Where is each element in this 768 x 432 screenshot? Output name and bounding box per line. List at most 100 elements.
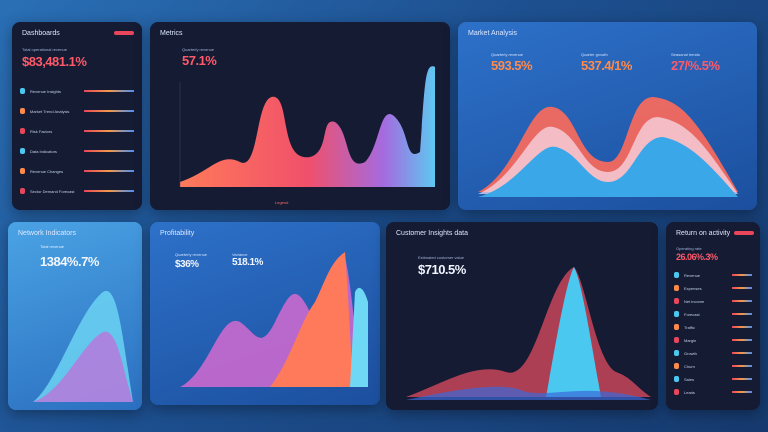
kpi-value: 537.4/1% <box>581 58 632 73</box>
progress-bar <box>84 130 134 132</box>
caption: Total revenue <box>40 244 65 249</box>
bullet-icon <box>674 363 679 369</box>
kpi-value: 26.06%.3% <box>676 252 718 262</box>
caption: Quarterly revenue <box>491 52 524 57</box>
bullet-icon <box>674 324 679 330</box>
caption: Quarter growth <box>581 52 608 57</box>
progress-bar <box>732 300 752 302</box>
bullet-icon <box>674 311 679 317</box>
list-item[interactable]: Sales <box>674 374 752 384</box>
progress-bar <box>732 339 752 341</box>
list-item[interactable]: Margin <box>674 335 752 345</box>
progress-bar <box>84 150 134 152</box>
progress-bar <box>732 313 752 315</box>
area-chart <box>406 267 651 400</box>
kpi-value: $36% <box>175 259 199 270</box>
list-item[interactable]: Expenses <box>674 283 752 293</box>
list-item[interactable]: Revenue <box>674 270 752 280</box>
list-item[interactable]: Revenue Insights <box>20 86 134 96</box>
kpi-value: 57.1% <box>182 53 217 68</box>
list-item-label: Net income <box>684 298 705 304</box>
bullet-icon <box>20 188 25 194</box>
caption: Quarterly revenue <box>182 47 215 52</box>
bullet-icon <box>674 337 679 343</box>
panel-title: Profitability <box>160 230 195 237</box>
list-item[interactable]: Market Trend Analysis <box>20 106 134 116</box>
bullet-icon <box>674 285 679 291</box>
list-item-label: Market Trend Analysis <box>30 108 70 114</box>
caption: Total operational revenue <box>22 47 67 52</box>
list-item-label: Forecast <box>684 311 700 317</box>
caption: Variance <box>232 252 248 257</box>
progress-bar <box>84 90 134 92</box>
progress-bar <box>732 378 752 380</box>
summary-panel: Dashboards Total operational revenue $83… <box>12 22 142 210</box>
list-item-label: Revenue <box>684 272 701 278</box>
market-panel: Market Analysis Quarterly revenue 593.5%… <box>458 22 757 210</box>
bullet-icon <box>20 168 25 174</box>
area-chart <box>179 66 435 187</box>
list-item[interactable]: Traffic <box>674 322 752 332</box>
list-item[interactable]: Growth <box>674 348 752 358</box>
kpi-value: 27/%.5% <box>671 58 720 73</box>
bullet-icon <box>674 298 679 304</box>
kpi-value: 518.1% <box>232 257 263 268</box>
list-item-label: Margin <box>684 337 697 343</box>
caption: Seasonal trends <box>671 52 700 57</box>
progress-bar <box>732 352 752 354</box>
panel-title: Dashboards <box>22 30 60 37</box>
bullet-icon <box>674 272 679 278</box>
list-item-label: Sales <box>684 376 695 382</box>
panel-title: Return on activity <box>676 230 731 237</box>
bullet-icon <box>20 128 25 134</box>
progress-bar <box>732 326 752 328</box>
area-chart <box>180 252 368 387</box>
area-series <box>180 66 435 187</box>
progress-bar <box>732 391 752 393</box>
list-item[interactable]: Data Indicators <box>20 146 134 156</box>
list-item-label: Sector Demand Forecast <box>30 188 75 194</box>
kpi-value: 1384%.7% <box>40 254 99 269</box>
list-item-label: Data Indicators <box>30 148 57 154</box>
kpi-value: $710.5% <box>418 262 466 277</box>
bullet-icon <box>20 88 25 94</box>
list-item-label: Leads <box>684 389 695 395</box>
list-item-label: Risk Factors <box>30 128 53 134</box>
panel-title: Network Indicators <box>18 230 76 237</box>
status-badge[interactable] <box>114 31 134 35</box>
bullet-icon <box>674 350 679 356</box>
progress-bar <box>732 274 752 276</box>
profitability-panel: Profitability Quarterly revenue $36% Var… <box>150 222 380 405</box>
status-badge[interactable] <box>734 231 754 235</box>
kpi-value: 593.5% <box>491 58 533 73</box>
panel-title: Metrics <box>160 30 183 37</box>
list-item-label: Traffic <box>684 324 695 330</box>
list-item[interactable]: Net income <box>674 296 752 306</box>
list-item[interactable]: Leads <box>674 387 752 397</box>
caption: Quarterly revenue <box>175 252 208 257</box>
panel-title: Market Analysis <box>468 30 518 37</box>
legend: Legend <box>275 200 289 205</box>
bullet-icon <box>20 148 25 154</box>
area-chart <box>33 290 133 402</box>
bullet-icon <box>674 389 679 395</box>
list-item[interactable]: Forecast <box>674 309 752 319</box>
list-item[interactable]: Sector Demand Forecast <box>20 186 134 196</box>
progress-bar <box>84 170 134 172</box>
list-item-label: Churn <box>684 363 695 369</box>
list-item-label: Revenue Insights <box>30 88 61 94</box>
kpi-value: $83,481.1% <box>22 54 87 69</box>
panel-title: Customer Insights data <box>396 230 468 237</box>
progress-bar <box>732 287 752 289</box>
bullet-icon <box>674 376 679 382</box>
list-item-label: Revenue Changes <box>30 168 64 174</box>
caption: Estimated customer value <box>418 255 465 260</box>
list-item[interactable]: Risk Factors <box>20 126 134 136</box>
list-item[interactable]: Revenue Changes <box>20 166 134 176</box>
progress-bar <box>732 365 752 367</box>
bullet-icon <box>20 108 25 114</box>
network-panel: Network Indicators Total revenue 1384%.7… <box>8 222 142 410</box>
progress-bar <box>84 190 134 192</box>
metrics-panel: Metrics Quarterly revenue 57.1% Legend <box>150 22 450 210</box>
list-item[interactable]: Churn <box>674 361 752 371</box>
